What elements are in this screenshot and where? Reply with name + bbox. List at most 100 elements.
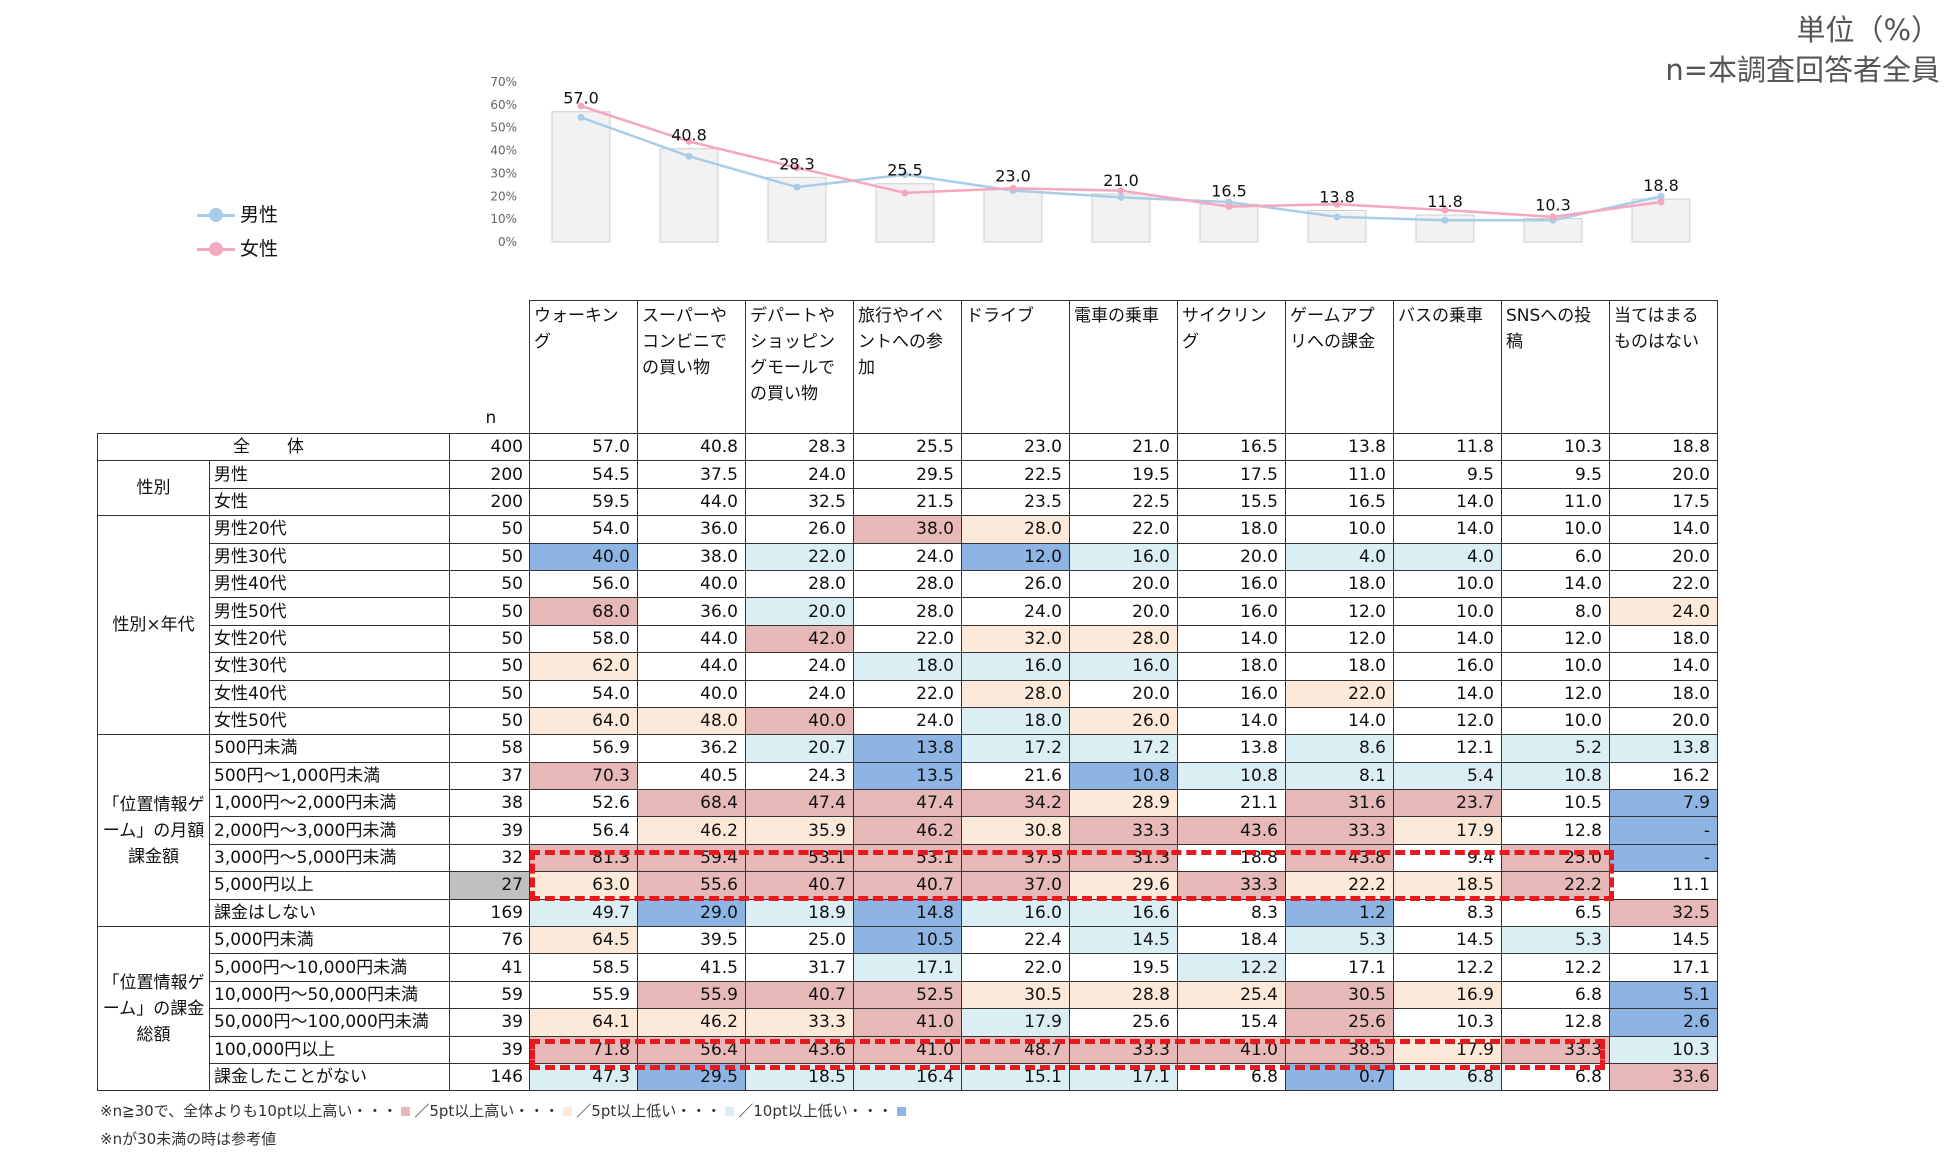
column-header: ウォーキング [529,300,638,434]
group-label: 「位置情報ゲーム」の課金総額 [97,926,210,1092]
table-cell: 24.0 [853,706,962,736]
series-point-female [793,164,801,172]
table-cell: 14.0 [1609,652,1718,681]
table-cell: 48.0 [637,706,746,736]
table-cell: 14.0 [1501,569,1610,599]
column-header: ゲームアプリへの課金 [1285,300,1394,434]
series-point-male [793,183,801,191]
note-swatch-l10 [896,1107,906,1116]
row-label: 100,000円以上 [209,1035,450,1064]
table-row: 全 体 400 57.0 40.8 28.3 25.5 23.0 21.0 16.5 13.8 11… [97,432,1718,462]
table-cell: 17.2 [1069,734,1178,763]
bar [1631,198,1691,243]
table-cell: 10.3 [1393,1008,1502,1037]
table-cell: 30.5 [1285,980,1394,1010]
table-cell: 1.2 [1285,898,1394,928]
table-row: 女性40代 50 54.0 40.0 24.0 22.0 28.0 20.0 16.0 22.0 1… [98,679,1718,708]
row-label: 500円～1,000円未満 [209,761,450,791]
legend-label-male: 男性 [240,204,279,226]
row-n: 76 [449,926,530,955]
bar [551,111,611,243]
y-tick-label: 60% [490,98,517,112]
table-cell: 37.5 [961,843,1070,873]
row-n: 37 [449,761,530,791]
table-cell: 32.0 [961,624,1070,654]
table-cell: 11.0 [1501,487,1610,517]
highlight-box-monthly [530,850,1614,901]
table-cell: 12.0 [1501,679,1610,708]
row-n: 50 [449,542,530,571]
table-cell: 46.2 [637,1008,746,1037]
data-label: 21.0 [1103,171,1139,190]
table-row: 女性 200 59.5 44.0 32.5 21.5 23.5 22.5 15.5 16.5 14.… [98,487,1718,517]
table-cell: 29.6 [1069,871,1178,900]
table-cell: 52.6 [529,789,638,818]
column-header: スーパーやコンビニでの買い物 [637,300,746,434]
row-label: 女性40代 [209,679,450,708]
table-cell: 17.5 [1609,487,1718,517]
n-header: n [449,300,530,434]
table-cell: 12.0 [1285,624,1394,654]
table-cell: 12.8 [1501,1008,1610,1037]
table-cell: 10.0 [1501,706,1610,736]
table-cell: 31.6 [1285,789,1394,818]
table-cell: 20.0 [1069,679,1178,708]
note-text-2: ／5pt以上高い・・・ [414,1102,560,1120]
table-cell: 21.6 [961,761,1070,791]
table-row: 男性40代 50 56.0 40.0 28.0 28.0 26.0 20.0 16.0 18.0 1… [98,569,1718,599]
table-cell: 19.5 [1069,953,1178,982]
table-cell: 47.4 [853,789,962,818]
row-n: 50 [449,515,530,544]
table-cell: 10.0 [1285,515,1394,544]
bar [1199,203,1259,243]
table-row: 5,000円以上 27 63.0 55.6 40.7 40.7 37.0 29.6 33.3 22… [98,871,1718,900]
note-swatch-h10 [401,1107,411,1116]
table-cell: 58.5 [529,953,638,982]
table-cell: 22.0 [1069,515,1178,544]
row-n: 169 [449,898,530,928]
total-label: 全 体 [97,432,450,462]
table-cell: 28.0 [1069,624,1178,654]
table-cell: 12.2 [1177,953,1286,982]
table-cell: 17.9 [1393,816,1502,845]
table-cell: 46.2 [853,816,962,845]
table-cell: 38.0 [853,515,962,544]
table-cell: - [1609,816,1718,845]
series-point-female [1333,200,1341,208]
table-cell: 14.5 [1393,926,1502,955]
column-header: 当てはまるものはない [1609,300,1718,434]
note-text-1: ※n≧30で、全体よりも10pt以上高い・・・ [100,1102,398,1120]
row-label: 10,000円～50,000円未満 [209,980,450,1010]
table-cell: 17.1 [1609,953,1718,982]
table-cell: 21.0 [1069,432,1178,462]
legend-marker-female [209,242,223,256]
table-cell: 12.1 [1393,734,1502,763]
series-point-male [1333,213,1341,221]
column-header: デパートやショッピングモールでの買い物 [745,300,854,434]
table-cell: 33.3 [1069,816,1178,845]
table-cell: 68.0 [529,597,638,626]
column-header: 旅行やイベントへの参加 [853,300,962,434]
table-cell: 40.0 [745,706,854,736]
table-cell: 20.0 [1609,706,1718,736]
row-n: 50 [449,652,530,681]
table-cell: 22.4 [961,926,1070,955]
table-row: 男性30代 50 40.0 38.0 22.0 24.0 12.0 16.0 20.0 4.0 4.… [98,542,1718,571]
table-cell: 9.5 [1393,460,1502,489]
table-cell: 41.5 [637,953,746,982]
table-cell: 13.5 [853,761,962,791]
table-cell: 5.3 [1501,926,1610,955]
table-cell: 12.2 [1393,953,1502,982]
table-cell: 10.3 [1609,1035,1718,1064]
table-cell: 21.5 [853,487,962,517]
table-cell: 20.0 [1177,542,1286,571]
table-cell: - [1609,843,1718,873]
table-cell: 24.0 [745,679,854,708]
unit-label: 単位（%） n=本調査回答者全員 [1665,10,1940,90]
row-label: 男性 [209,460,450,489]
row-label: 5,000円未満 [209,926,450,955]
crosstab-table: n ウォーキング スーパーやコンビニでの買い物 デパートやショッピングモールでの買い物… [97,300,1718,1092]
table-cell: 25.5 [853,432,962,462]
row-label: 2,000円～3,000円未満 [209,816,450,845]
row-label: 50,000円～100,000円未満 [209,1008,450,1037]
